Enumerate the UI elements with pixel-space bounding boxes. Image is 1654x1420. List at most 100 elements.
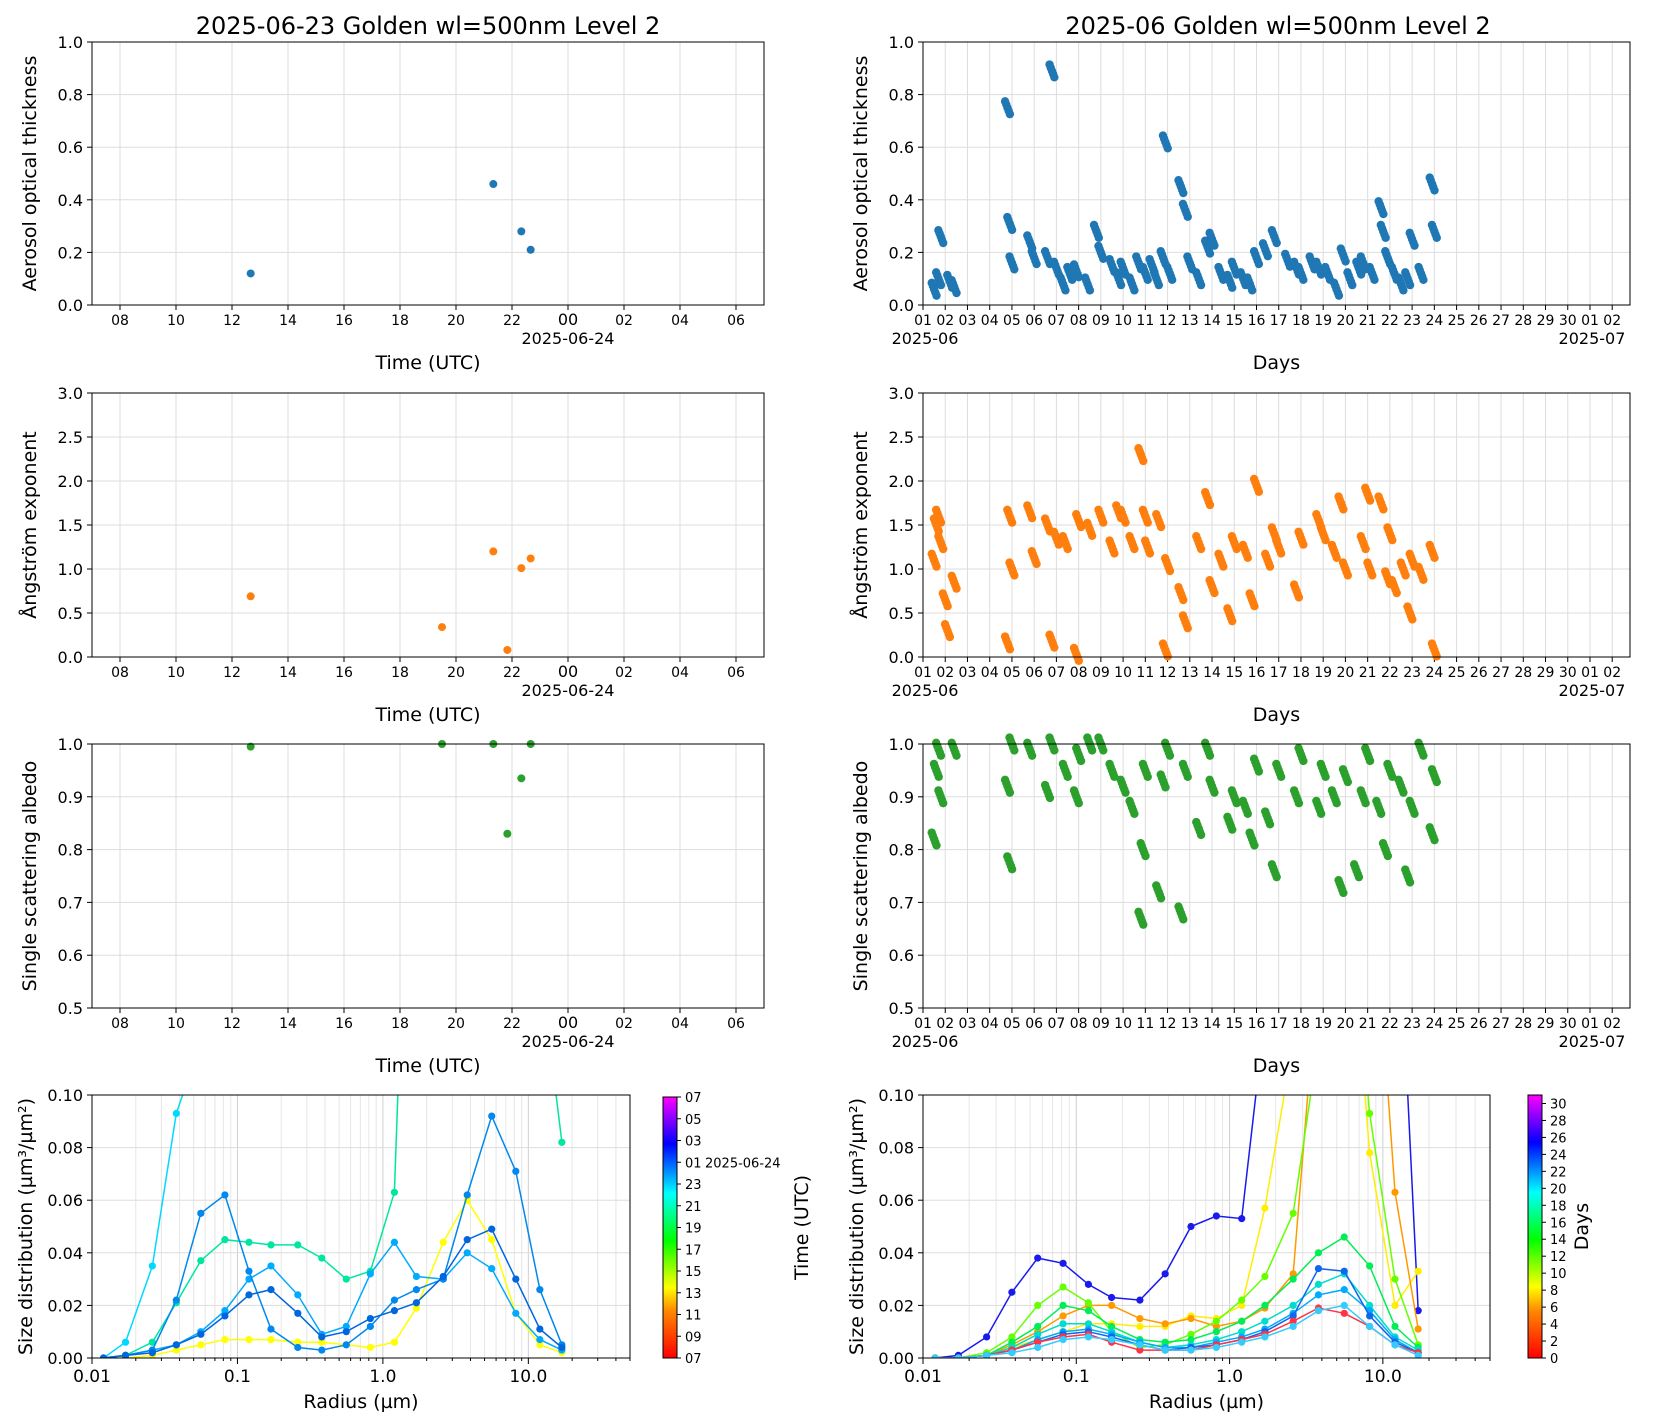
left-aod-xlabel: Time (UTC) <box>374 352 480 374</box>
left-sd-series-point <box>412 1304 421 1312</box>
left-ssa-point <box>246 742 255 751</box>
right-angstrom-xtick-label: 16 <box>1248 665 1266 681</box>
left-ssa-point <box>503 829 512 838</box>
left-sd-series-point <box>294 1241 302 1249</box>
left-ssa-ytick-label: 0.9 <box>58 788 83 807</box>
right-ssa-ytick-label: 1.0 <box>889 735 914 754</box>
right-sd-ytick-label: 0.04 <box>878 1244 914 1263</box>
right-sd-series-point <box>1314 1249 1323 1257</box>
left-sd-series-point <box>342 1328 350 1336</box>
right-aod-point <box>1348 280 1357 290</box>
right-sd-series-point <box>1314 1280 1323 1288</box>
right-ssa-xtick-label: 28 <box>1514 1016 1532 1032</box>
right-angstrom-ytick-label: 0.0 <box>889 648 914 667</box>
right-aod-point <box>1085 286 1095 295</box>
right-ssa-point <box>1250 841 1259 850</box>
left-aod-date-label: 2025-06-24 <box>522 329 615 348</box>
left-sd-series-point <box>366 1270 374 1278</box>
left-angstrom-frame <box>91 392 765 658</box>
left-angstrom-xtick-label: 22 <box>503 665 521 681</box>
right-ssa-point <box>1121 788 1130 797</box>
right-ssa-point <box>1141 851 1150 861</box>
right-angstrom-point <box>1379 505 1388 514</box>
right-sd-series-point <box>1136 1346 1144 1354</box>
right-aod-point <box>1228 283 1237 292</box>
left-ssa-xtick-label: 08 <box>111 1016 129 1032</box>
right-angstrom-point <box>1254 487 1264 496</box>
left-ssa-xtick-label: 18 <box>391 1016 409 1032</box>
left-sd-series-point <box>245 1335 253 1344</box>
left-sd-series-point <box>294 1338 302 1346</box>
right-ssa-point <box>932 841 941 850</box>
right-ssa-xtick-label: 22 <box>1381 1016 1399 1032</box>
right-ssa-point <box>1050 746 1059 755</box>
left-sd-series-point <box>221 1191 229 1199</box>
right-angstrom-xtick-label: 09 <box>1092 665 1110 681</box>
left-aod-xtick-label: 06 <box>727 313 745 329</box>
right-aod-xtick-label: 18 <box>1292 313 1310 329</box>
right-ssa-point <box>1130 809 1139 818</box>
right-ssa-xtick-label: 10 <box>1114 1016 1132 1032</box>
right-sd-series-line <box>935 1095 1419 1358</box>
right-aod-point <box>1005 109 1015 119</box>
left-ssa-xlabel: Time (UTC) <box>374 1055 480 1077</box>
right-aod-point <box>1432 233 1441 242</box>
right-ssa-point <box>1276 772 1286 781</box>
right-ssa-xtick-label: 30 <box>1559 1016 1577 1032</box>
right-ssa-point <box>1099 746 1108 755</box>
right-ssa-point <box>1316 809 1326 818</box>
right-angstrom-xtick-label: 25 <box>1448 665 1466 681</box>
right-ssa-point <box>1179 915 1188 924</box>
right-angstrom-point <box>938 544 948 554</box>
left-sd-series-point <box>148 1262 156 1270</box>
left-colorbar-tick-label: 23 <box>685 1178 702 1193</box>
right-aod-point <box>938 238 948 248</box>
right-aod-point <box>1263 251 1272 261</box>
right-sd-series-point <box>1161 1338 1169 1346</box>
right-ssa-xtick-label: 02 <box>936 1016 954 1032</box>
left-sd-series-point <box>488 1112 496 1120</box>
left-aod-xtick-label: 18 <box>391 313 409 329</box>
left-aod-point <box>246 269 255 278</box>
right-sd-series-point <box>1212 1322 1220 1331</box>
right-aod-xtick-label: 04 <box>981 313 999 329</box>
left-sd-xlabel: Radius (µm) <box>303 1391 418 1413</box>
right-sd-series-point <box>1187 1335 1195 1344</box>
right-aod-end-label: 2025-07 <box>1559 329 1626 348</box>
right-sd-series-point <box>1414 1267 1422 1275</box>
right-angstrom-point <box>1243 553 1252 562</box>
right-sd-series-point <box>931 1354 939 1358</box>
right-ssa-xtick-label: 18 <box>1292 1016 1310 1032</box>
right-aod-point <box>1410 241 1419 250</box>
left-angstrom-ytick-label: 2.5 <box>58 428 83 447</box>
right-ssa-ytick-label: 0.9 <box>889 788 914 807</box>
right-sd-series-point <box>1136 1296 1144 1304</box>
left-ssa-ytick-label: 1.0 <box>58 735 83 754</box>
right-ssa-xtick-label: 13 <box>1181 1016 1199 1032</box>
left-angstrom-xtick-label: 20 <box>447 665 465 681</box>
left-sd-series-point <box>536 1341 544 1349</box>
left-sd-series-point <box>412 1299 421 1307</box>
left-sd-series-point <box>267 1325 275 1333</box>
left-angstrom-ytick-label: 0.0 <box>58 648 83 667</box>
right-angstrom-xtick-label: 20 <box>1337 665 1355 681</box>
right-sd-series-point <box>1414 1325 1422 1333</box>
left-sd-series-point <box>536 1286 544 1294</box>
right-aod-xtick-label: 15 <box>1225 313 1243 329</box>
right-sd-series-point <box>1366 1312 1374 1320</box>
left-ssa-xtick-label: 02 <box>615 1016 633 1032</box>
right-angstrom-xtick-label: 02 <box>936 665 954 681</box>
right-sd-series-point <box>1108 1335 1116 1344</box>
right-ssa-xtick-label: 25 <box>1448 1016 1466 1032</box>
right-sd-series-point <box>1212 1212 1220 1220</box>
right-aod-point <box>1154 280 1164 290</box>
right-angstrom-xtick-label: 02 <box>1603 665 1621 681</box>
right-angstrom-point <box>1228 616 1237 626</box>
right-angstrom-point <box>1099 518 1108 527</box>
left-sd-series-point <box>267 1335 275 1344</box>
right-ssa-xtick-label: 02 <box>1603 1016 1621 1032</box>
right-sd-series-point <box>1391 1322 1399 1331</box>
right-ssa-point <box>1388 772 1397 781</box>
right-sd-series-point <box>1034 1343 1042 1352</box>
left-sd-series-point <box>366 1322 374 1331</box>
